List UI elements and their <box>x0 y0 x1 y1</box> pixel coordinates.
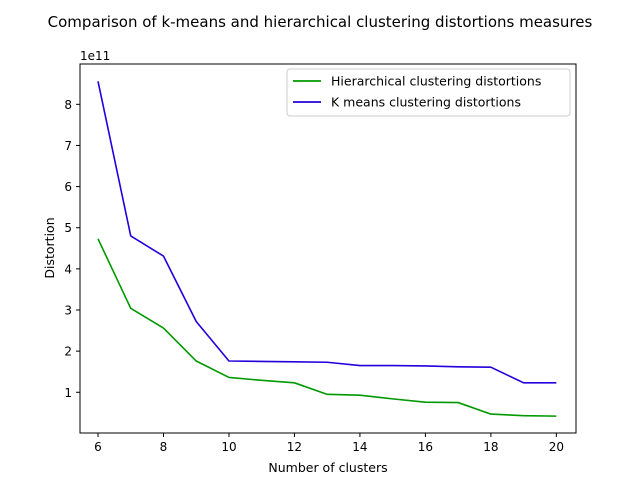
legend-label-hierarchical: Hierarchical clustering distortions <box>331 74 541 89</box>
series-line-1 <box>97 81 557 384</box>
y-tick-label: 2 <box>64 345 72 359</box>
y-offset-label: 1e11 <box>80 49 110 63</box>
y-tick-label: 1 <box>64 386 72 400</box>
y-tick-label: 3 <box>64 304 72 318</box>
y-tick-label: 4 <box>64 262 72 276</box>
y-axis-title: Distortion <box>42 217 57 278</box>
plot-area <box>80 64 576 433</box>
y-tick-label: 7 <box>64 139 72 153</box>
y-tick-label: 5 <box>64 221 72 235</box>
y-tick-label: 8 <box>64 98 72 112</box>
chart-title: Comparison of k-means and hierarchical c… <box>48 13 593 31</box>
legend: Hierarchical clustering distortions K me… <box>286 68 571 117</box>
x-tick-label: 14 <box>352 440 367 454</box>
series-line-0 <box>97 238 557 417</box>
x-tick-label: 18 <box>483 440 498 454</box>
x-tick-label: 12 <box>287 440 302 454</box>
x-axis-ticks: 6 8 10 12 14 16 18 20 <box>94 433 564 454</box>
legend-box <box>286 68 571 117</box>
y-axis-ticks: 1 2 3 4 5 6 7 8 <box>64 98 80 400</box>
legend-label-kmeans: K means clustering distortions <box>331 95 521 110</box>
x-axis-title: Number of clusters <box>268 460 387 475</box>
y-tick-label: 6 <box>64 180 72 194</box>
series-lines <box>97 81 557 417</box>
x-tick-label: 10 <box>221 440 236 454</box>
x-tick-label: 8 <box>160 440 168 454</box>
x-tick-label: 16 <box>418 440 433 454</box>
plot-frame <box>79 63 577 434</box>
x-tick-label: 20 <box>549 440 564 454</box>
x-tick-label: 6 <box>94 440 102 454</box>
